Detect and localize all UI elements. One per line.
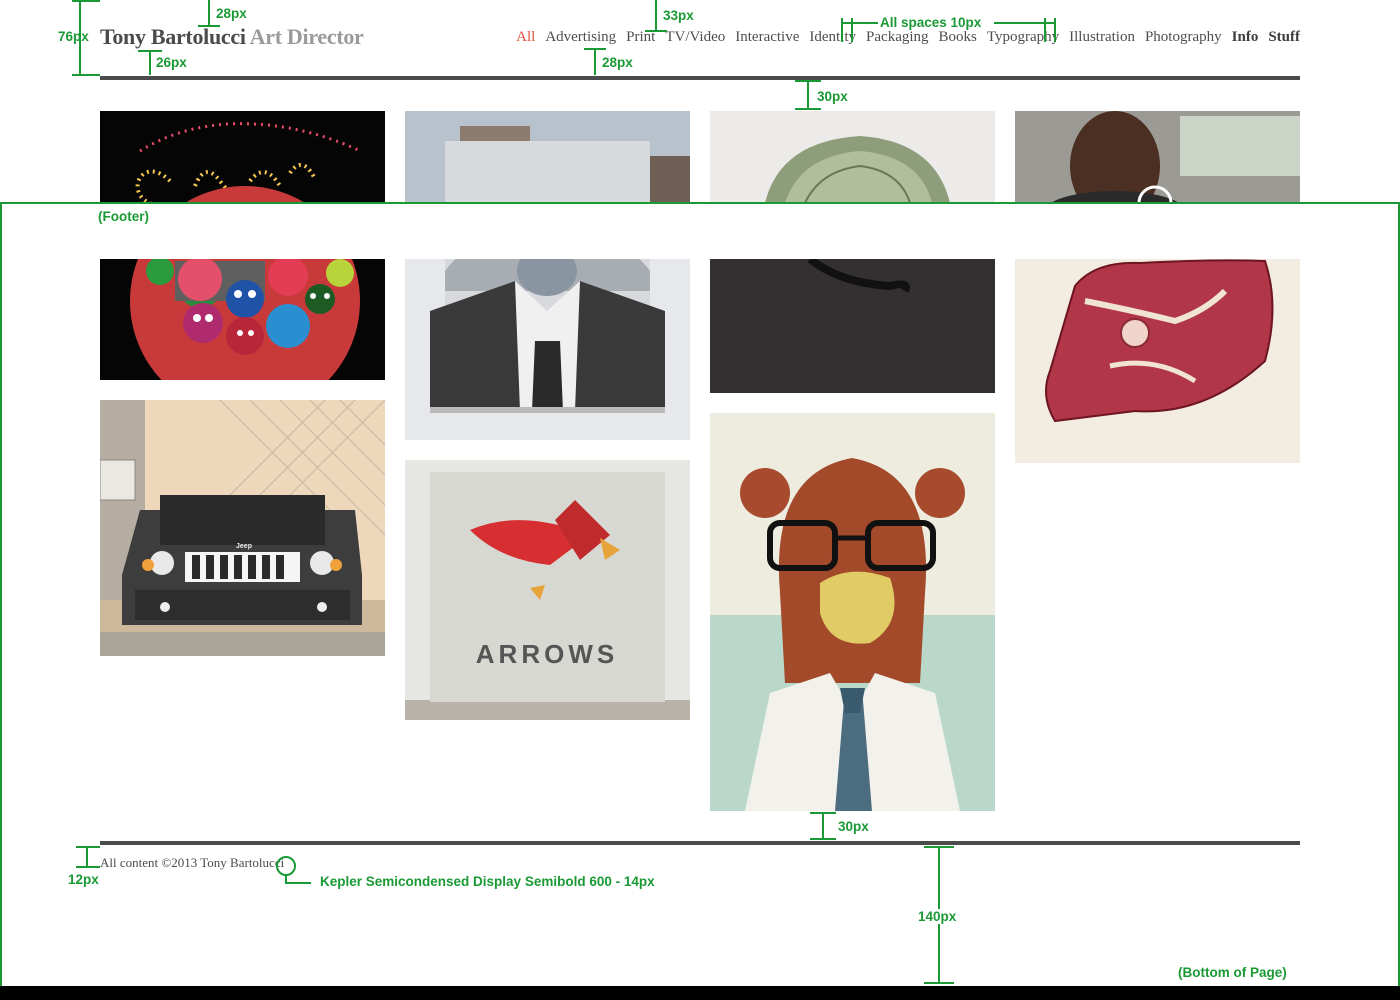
nav-item-stuff[interactable]: Stuff bbox=[1268, 29, 1300, 45]
measure-33-line bbox=[655, 0, 657, 31]
measure-30b-line bbox=[822, 812, 824, 840]
measure-12-bottom-tick bbox=[76, 866, 100, 868]
spaces-tick-2 bbox=[851, 18, 853, 42]
measure-26-tick bbox=[138, 50, 162, 52]
measure-28b-label: 28px bbox=[602, 55, 633, 70]
measure-28a-label: 28px bbox=[216, 6, 247, 21]
measure-12-line bbox=[86, 846, 88, 868]
font-spec-line-v bbox=[285, 874, 287, 884]
site-title[interactable]: Tony Bartolucci Art Director bbox=[100, 24, 364, 50]
spaces-tick-1 bbox=[841, 18, 843, 42]
nav-item-advertising[interactable]: Advertising bbox=[545, 29, 617, 45]
measure-30b-bottom-tick bbox=[810, 838, 836, 840]
spaces-tick-3 bbox=[1044, 18, 1046, 42]
measure-30a-top-tick bbox=[795, 80, 821, 82]
arrows-poster-text: ARROWS bbox=[476, 639, 618, 669]
spaces-line-left bbox=[841, 22, 878, 24]
nav-item-photography[interactable]: Photography bbox=[1144, 29, 1222, 45]
measure-30a-bottom-tick bbox=[795, 108, 821, 110]
measure-12-top-tick bbox=[76, 846, 100, 848]
nav-item-interactive[interactable]: Interactive bbox=[735, 29, 800, 45]
font-spec-circle bbox=[276, 856, 296, 876]
measure-33-tick bbox=[645, 30, 667, 32]
measure-76-label: 76px bbox=[58, 29, 89, 44]
site-role: Art Director bbox=[249, 24, 364, 49]
measure-76-tick bbox=[72, 74, 100, 76]
measure-140-label: 140px bbox=[916, 909, 959, 924]
measure-33-label: 33px bbox=[663, 8, 694, 23]
measure-28a-line bbox=[208, 0, 210, 26]
nav-item-all[interactable]: All bbox=[516, 29, 536, 45]
measure-30b-label: 30px bbox=[838, 819, 869, 834]
copyright-text: All content ©2013 Tony Bartolucci bbox=[100, 855, 285, 870]
measure-76-top-tick bbox=[72, 0, 100, 2]
header-rule bbox=[100, 76, 1300, 80]
nav-item-packaging[interactable]: Packaging bbox=[866, 29, 929, 45]
measure-30b-top-tick bbox=[810, 812, 836, 814]
footer-label: (Footer) bbox=[98, 209, 149, 224]
thumb-bear[interactable] bbox=[710, 413, 995, 811]
nav-item-info[interactable]: Info bbox=[1231, 29, 1259, 45]
thumb-jeep[interactable]: Jeep bbox=[100, 400, 385, 656]
nav-item-identity[interactable]: Identity bbox=[809, 29, 857, 45]
spaces-line-right bbox=[994, 22, 1054, 24]
nav-item-illustration[interactable]: Illustration bbox=[1069, 29, 1135, 45]
measure-12-label: 12px bbox=[68, 872, 99, 887]
measure-28b-tick bbox=[584, 48, 606, 50]
measure-30a-line bbox=[807, 80, 809, 110]
main-nav: All Advertising Print TV/Video Interacti… bbox=[516, 29, 1300, 46]
font-spec-label: Kepler Semicondensed Display Semibold 60… bbox=[320, 874, 655, 889]
nav-item-books[interactable]: Books bbox=[938, 29, 977, 45]
bottom-of-page-label: (Bottom of Page) bbox=[1178, 965, 1287, 980]
page-bottom-bar bbox=[0, 986, 1400, 1000]
measure-28a-tick bbox=[198, 25, 220, 27]
site-name: Tony Bartolucci bbox=[100, 24, 246, 49]
nav-item-typography[interactable]: Typography bbox=[986, 29, 1060, 45]
thumb-arrows-poster[interactable]: ARROWS bbox=[405, 460, 690, 720]
font-spec-line-h bbox=[285, 882, 311, 884]
thumb-building-suit[interactable] bbox=[405, 111, 690, 440]
measure-76-line bbox=[79, 0, 81, 75]
measure-28b-line bbox=[594, 48, 596, 75]
measure-140-top-tick bbox=[924, 846, 954, 848]
thumb-man-car-meat[interactable] bbox=[1015, 111, 1300, 463]
measure-26-label: 26px bbox=[156, 55, 187, 70]
measure-30a-label: 30px bbox=[817, 89, 848, 104]
measure-140-bottom-tick bbox=[924, 982, 954, 984]
footer-rule bbox=[100, 841, 1300, 845]
spaces-label: All spaces 10px bbox=[880, 15, 982, 30]
jeep-logo-text: Jeep bbox=[236, 543, 252, 550]
footer-annotation-band bbox=[2, 204, 1398, 259]
nav-item-tv-video[interactable]: TV/Video bbox=[665, 29, 726, 45]
measure-26-line bbox=[149, 50, 151, 75]
nav-item-print[interactable]: Print bbox=[626, 29, 656, 45]
spaces-tick-4 bbox=[1054, 18, 1056, 42]
